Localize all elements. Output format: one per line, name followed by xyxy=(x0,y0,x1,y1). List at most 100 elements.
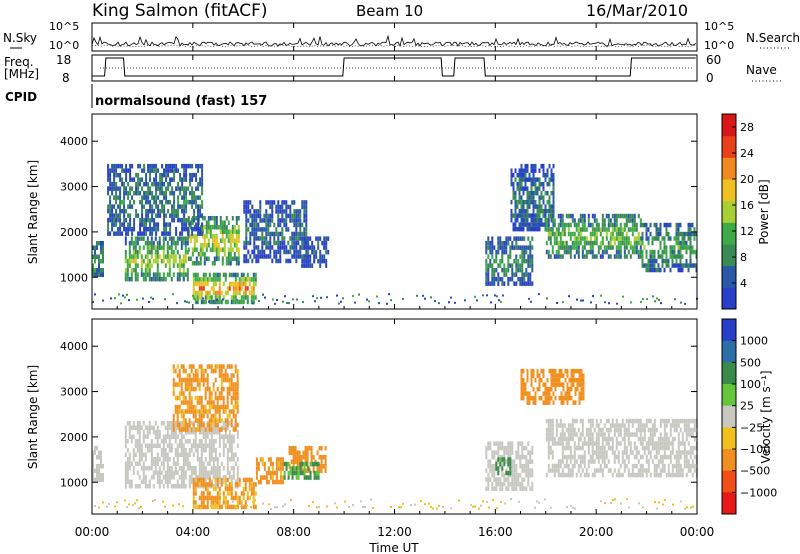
scatter-cell xyxy=(169,181,172,187)
scatter-cell xyxy=(200,457,203,462)
scatter-cell xyxy=(531,468,534,473)
scatter-cell xyxy=(597,249,600,255)
scatter-cell xyxy=(98,254,100,259)
scatter-cell xyxy=(143,195,146,200)
scatter-cell xyxy=(613,222,616,228)
scatter-cell xyxy=(248,495,251,501)
scatter-cell xyxy=(226,500,229,505)
y-tick-label: 3000 xyxy=(60,386,88,399)
scatter-cell xyxy=(218,272,221,278)
scatter-cell xyxy=(228,382,231,387)
scatter-cell xyxy=(527,245,530,250)
scatter-cell xyxy=(196,368,199,374)
scatter-cell xyxy=(175,231,178,236)
scatter-cell xyxy=(323,254,326,259)
scatter-cell xyxy=(493,258,496,264)
scatter-cell xyxy=(521,450,524,455)
scatter-cell xyxy=(232,495,235,501)
scatter-cell xyxy=(143,190,146,196)
scatter-cell xyxy=(170,421,173,426)
scatter-cell xyxy=(102,272,104,277)
scatter-cell xyxy=(198,286,201,291)
scatter-cell xyxy=(202,466,205,471)
scatter-cell xyxy=(170,254,173,259)
scatter-cell xyxy=(202,434,205,439)
scatter-cell xyxy=(637,418,640,424)
scatter-cell xyxy=(631,418,634,424)
scatter-cell xyxy=(627,218,630,223)
scatter-cell xyxy=(259,457,262,462)
scatter-cell xyxy=(551,249,554,255)
scatter-cell xyxy=(98,468,100,473)
scatter-cell xyxy=(603,249,606,255)
scatter-cell xyxy=(144,434,147,439)
scatter-cell xyxy=(154,434,157,439)
scatter-cell xyxy=(635,236,638,241)
scatter-cell xyxy=(124,484,127,489)
scatter-cell xyxy=(132,457,135,462)
scatter-cell xyxy=(493,276,496,282)
scatter-cell xyxy=(244,504,247,510)
scatter-cell xyxy=(196,427,199,432)
scatter-cell xyxy=(497,450,500,455)
scatter-cell xyxy=(174,466,177,471)
scatter-cell xyxy=(591,432,594,437)
scatter-cell xyxy=(615,427,618,433)
scatter-cell xyxy=(555,427,558,433)
scatter-cell xyxy=(557,240,560,246)
scatter-cell xyxy=(679,240,682,246)
scatter-cell xyxy=(124,272,127,277)
scatter-cell xyxy=(126,475,129,480)
scatter-cell xyxy=(150,240,153,246)
scatter-cell xyxy=(285,213,288,219)
scatter-cell xyxy=(188,422,191,428)
scatter-cell xyxy=(299,222,302,228)
scatter-cell xyxy=(218,286,221,291)
scatter-cell xyxy=(580,368,583,374)
scatter-cell xyxy=(158,245,161,250)
scatter-cell xyxy=(203,252,206,257)
ground-scatter-cell xyxy=(378,302,380,305)
scatter-cell xyxy=(150,276,153,282)
scatter-cell xyxy=(516,217,519,223)
scatter-cell xyxy=(647,427,650,433)
scatter-cell xyxy=(226,466,229,471)
scatter-cell xyxy=(226,457,229,462)
scatter-cell xyxy=(200,422,203,428)
scatter-cell xyxy=(625,445,628,451)
scatter-cell xyxy=(495,450,498,455)
scatter-cell xyxy=(194,290,197,296)
scatter-cell xyxy=(172,475,175,480)
scatter-cell xyxy=(583,218,586,223)
noise-trace xyxy=(91,34,697,48)
scatter-cell xyxy=(625,218,628,223)
scatter-cell xyxy=(523,258,526,264)
colorbar-segment xyxy=(722,319,736,342)
scatter-cell xyxy=(605,249,608,255)
scatter-cell xyxy=(549,254,552,259)
scatter-cell xyxy=(319,249,322,255)
scatter-cell xyxy=(213,247,216,252)
scatter-cell xyxy=(683,236,686,241)
scatter-cell xyxy=(202,409,205,414)
scatter-cell xyxy=(247,218,250,223)
scatter-cell xyxy=(232,457,235,462)
ground-scatter-cell xyxy=(424,297,426,300)
scatter-cell xyxy=(609,245,612,250)
scatter-cell xyxy=(169,222,172,227)
scatter-cell xyxy=(557,249,560,255)
scatter-cell xyxy=(140,263,143,268)
scatter-cell xyxy=(569,245,572,250)
scatter-cell xyxy=(567,432,570,437)
scatter-cell xyxy=(232,452,235,457)
scatter-cell xyxy=(550,190,553,196)
scatter-cell xyxy=(649,436,652,442)
scatter-cell xyxy=(162,461,165,466)
scatter-cell xyxy=(300,455,303,460)
scatter-cell xyxy=(611,418,614,424)
scatter-cell xyxy=(665,472,668,478)
scatter-cell xyxy=(198,482,201,487)
scatter-cell xyxy=(96,272,98,277)
scatter-cell xyxy=(147,199,150,205)
scatter-cell xyxy=(224,409,227,414)
